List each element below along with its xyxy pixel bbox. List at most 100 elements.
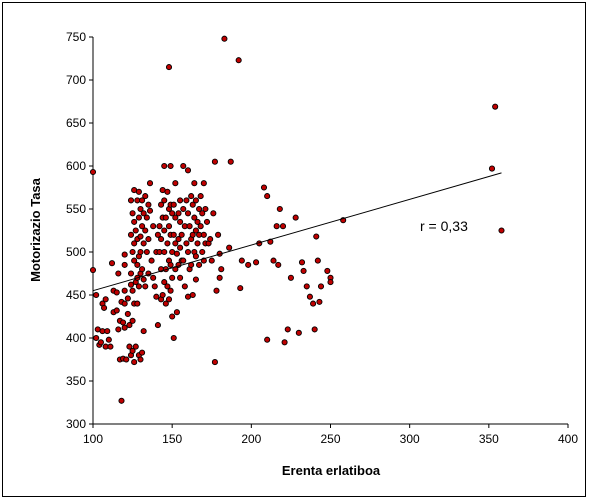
data-point: [170, 334, 177, 342]
data-point: [177, 197, 184, 204]
data-point: [175, 236, 182, 243]
data-point: [199, 248, 206, 256]
data-point: [97, 339, 104, 346]
data-point: [292, 214, 299, 221]
data-point: [260, 184, 268, 191]
data-point: [227, 158, 234, 165]
data-point: [124, 310, 131, 317]
data-point: [180, 257, 187, 264]
x-tick-label: 350: [479, 432, 499, 446]
data-point: [197, 223, 204, 230]
data-point: [161, 248, 168, 256]
data-point: [129, 210, 136, 217]
data-point: [488, 165, 496, 172]
data-point: [237, 285, 244, 292]
data-point: [143, 214, 150, 221]
data-point: [164, 283, 171, 290]
data-point: [89, 267, 97, 274]
data-point: [226, 244, 233, 251]
data-point: [311, 326, 318, 333]
data-point: [235, 57, 242, 64]
data-point: [127, 197, 135, 204]
data-point: [105, 336, 112, 343]
data-point: [131, 257, 138, 264]
data-point: [121, 300, 128, 307]
data-point: [108, 260, 116, 267]
data-point: [314, 257, 321, 264]
data-point: [192, 227, 199, 234]
data-point: [139, 197, 146, 204]
data-point: [93, 291, 100, 299]
data-point: [137, 205, 144, 213]
data-point: [101, 304, 108, 311]
data-point: [178, 231, 185, 238]
data-point: [161, 279, 168, 286]
data-point: [184, 167, 192, 174]
data-point: [146, 180, 154, 187]
data-point: [150, 274, 157, 281]
data-point: [317, 283, 325, 290]
data-point: [215, 231, 222, 238]
data-point: [298, 259, 306, 266]
data-point: [164, 240, 171, 247]
data-point: [169, 210, 176, 217]
data-point: [132, 227, 139, 234]
data-point: [200, 231, 207, 238]
data-point: [184, 248, 192, 256]
data-point: [146, 207, 154, 214]
data-point: [165, 64, 173, 71]
data-point: [139, 223, 146, 230]
data-point: [140, 328, 147, 335]
data-point: [170, 201, 177, 208]
data-point: [194, 218, 201, 225]
data-point: [140, 210, 147, 217]
data-point: [221, 35, 228, 42]
data-point: [167, 162, 174, 170]
data-point: [120, 319, 127, 326]
data-point: [316, 298, 323, 305]
data-point: [143, 248, 150, 256]
y-tick-label: 400: [66, 331, 86, 345]
chart-frame: [2, 2, 586, 497]
data-point: [189, 291, 196, 299]
data-point: [300, 267, 307, 274]
data-point: [115, 270, 122, 277]
data-point: [134, 261, 141, 268]
data-point: [264, 193, 271, 200]
data-point: [238, 257, 245, 264]
data-point: [124, 295, 131, 302]
y-tick-label: 550: [66, 202, 86, 216]
x-tick-label: 400: [558, 432, 578, 446]
data-point: [177, 274, 184, 281]
data-point: [192, 197, 199, 204]
data-point: [142, 227, 149, 234]
data-point: [192, 253, 199, 260]
data-point: [131, 240, 138, 247]
y-tick-label: 650: [66, 116, 86, 130]
data-point: [210, 210, 217, 217]
data-point: [167, 261, 174, 268]
correlation-annotation: r = 0,33: [420, 218, 468, 234]
data-point: [129, 347, 136, 354]
data-point: [188, 193, 195, 200]
data-point: [165, 296, 173, 303]
data-point: [126, 322, 133, 329]
data-point: [173, 250, 180, 257]
data-point: [162, 300, 169, 307]
data-point: [175, 210, 182, 217]
trendline: [92, 172, 502, 292]
data-point: [276, 205, 283, 213]
data-point: [142, 283, 149, 290]
data-point: [281, 339, 288, 346]
data-point: [270, 257, 277, 264]
data-point: [154, 322, 161, 329]
data-point: [310, 300, 317, 307]
data-point: [150, 223, 157, 230]
data-point: [216, 274, 223, 281]
data-point: [492, 103, 499, 110]
data-point: [145, 201, 152, 208]
x-axis-label: Erenta erlatiboa: [282, 463, 381, 478]
data-point: [245, 261, 252, 268]
data-point: [177, 244, 184, 251]
